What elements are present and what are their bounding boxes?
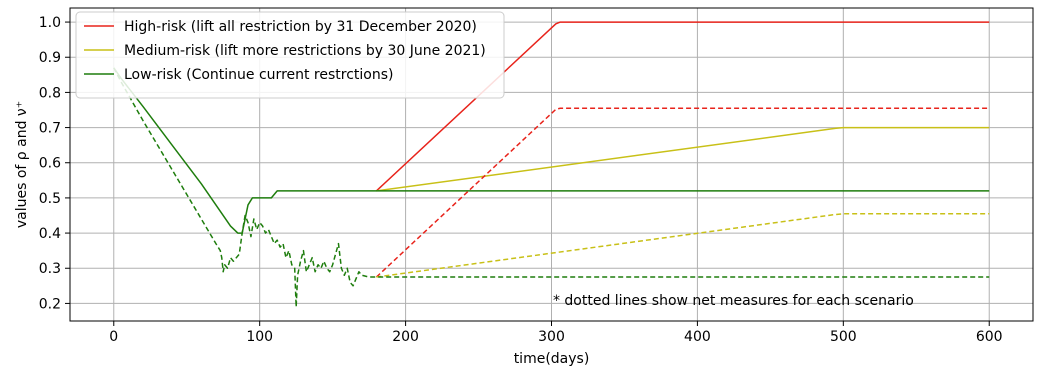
x-tick-label: 200 xyxy=(392,329,419,345)
axis-ticks: 0 100 200 300 400 500 600 0.2 0.3 0.4 0.5 0.6 0.7 0.8… xyxy=(39,15,1003,345)
x-tick-label: 500 xyxy=(830,329,857,345)
legend-box xyxy=(75,11,505,99)
y-tick-label: 0.7 xyxy=(39,121,61,137)
legend: High-risk (lift all restriction by 31 De… xyxy=(75,11,505,99)
series-line-high-dashed xyxy=(375,107,990,278)
annotation-note: * dotted lines show net measures for eac… xyxy=(553,293,914,309)
x-tick-label: 300 xyxy=(538,329,565,345)
y-tick-label: 0.5 xyxy=(39,191,61,207)
x-tick-label: 0 xyxy=(109,329,118,345)
x-tick-label: 400 xyxy=(684,329,711,345)
x-tick-label: 100 xyxy=(246,329,273,345)
y-axis-label: values of ρ and ν⁺ xyxy=(14,101,30,228)
series-line-high-solid xyxy=(375,21,990,192)
series-line-medium-solid xyxy=(376,126,990,192)
legend-label-low: Low-risk (Continue current restrctions) xyxy=(124,67,394,83)
series-line-low-dashed xyxy=(113,67,990,308)
y-tick-label: 0.8 xyxy=(39,85,61,101)
y-tick-label: 1.0 xyxy=(39,15,61,31)
series-line-low-solid xyxy=(113,67,990,234)
y-tick-label: 0.3 xyxy=(39,261,61,277)
legend-label-high: High-risk (lift all restriction by 31 De… xyxy=(124,19,477,35)
series-layer xyxy=(113,21,990,308)
y-tick-label: 0.9 xyxy=(39,50,61,66)
y-tick-label: 0.2 xyxy=(39,296,61,312)
y-tick-label: 0.4 xyxy=(39,226,61,242)
y-tick-label: 0.6 xyxy=(39,156,61,172)
x-tick-label: 600 xyxy=(976,329,1003,345)
series-line-medium-dashed xyxy=(376,212,990,278)
x-axis-label: time(days) xyxy=(514,351,590,367)
legend-label-medium: Medium-risk (lift more restrictions by 3… xyxy=(124,43,486,59)
